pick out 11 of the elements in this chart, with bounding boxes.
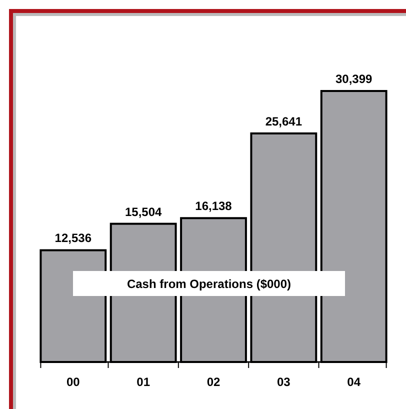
x-tick-label: 03 — [276, 375, 291, 389]
data-label: 15,504 — [124, 204, 162, 219]
x-tick-label: 04 — [347, 375, 361, 389]
text: Cash from Operations ($000) — [126, 277, 292, 291]
x-tick-label: 01 — [136, 375, 150, 389]
x-tick-label: 02 — [206, 375, 220, 389]
data-label: 12,536 — [54, 231, 92, 246]
data-label: 30,399 — [335, 72, 373, 86]
data-label: 25,641 — [265, 114, 302, 128]
x-tick-label: 00 — [66, 375, 80, 389]
data-label: 16,138 — [195, 199, 232, 214]
